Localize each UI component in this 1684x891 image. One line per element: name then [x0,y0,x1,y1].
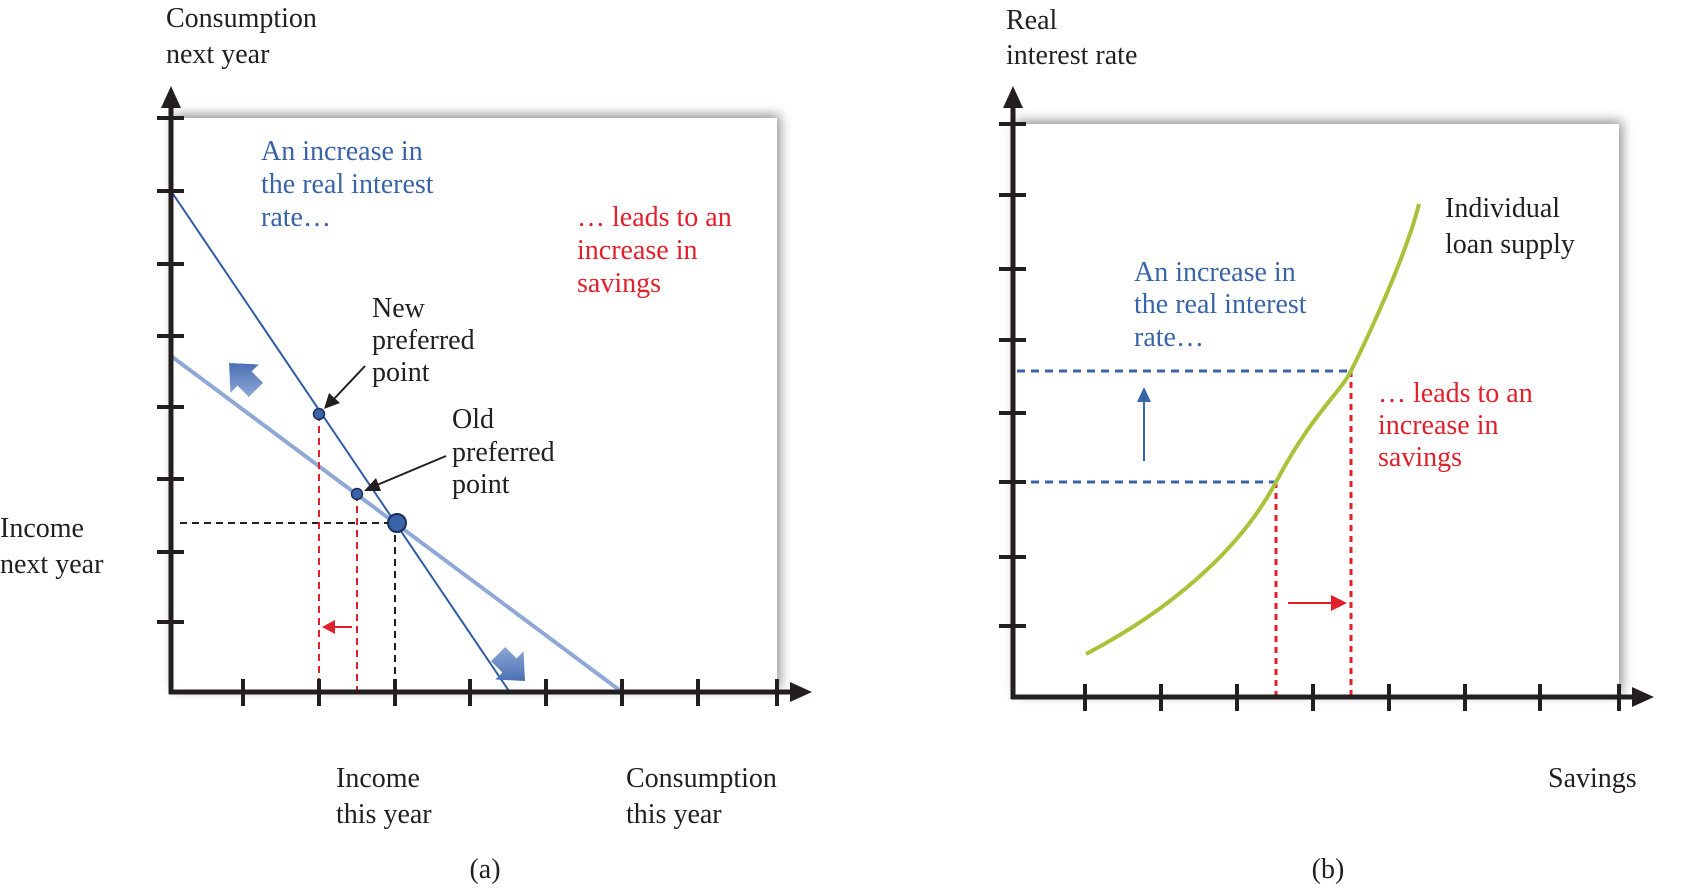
curve-label: Individual loan supply [1445,193,1575,260]
blue-annotation-b: An increase in the real interest rate… [1134,257,1307,353]
loan-supply-curve [1085,203,1421,656]
old-point-pointer [364,455,447,491]
y-axis-label-a: Consumption next year [166,3,317,70]
old-preferred-point [350,487,364,501]
caption-a: (a) [469,854,500,885]
y-axis-arrow-a [161,86,181,108]
new-point-label: New preferred point [372,293,475,388]
panel-a: Consumption next year Income next year Inc… [0,3,812,885]
rotate-down-arrow-icon [491,647,525,681]
x-ticks-b [1083,684,1621,711]
y-ticks-a [157,116,184,624]
rate-increase-arrow [1137,387,1151,461]
rotate-up-arrow-icon [229,363,263,397]
red-annotation-a: … leads to an increase in savings [577,202,732,299]
x-axis-arrow-b [1632,687,1654,707]
x-ticks-a [241,679,779,706]
x-axis-arrow-a [790,682,812,702]
panel-b: Real interest rate Individual loan supply … [999,5,1654,885]
old-point-label: Old preferred point [452,404,555,500]
blue-annotation-a: An increase in the real interest rate… [261,136,434,233]
income-this-year-label: Income this year [336,763,432,830]
new-point-pointer [324,365,366,409]
endowment-point [387,513,407,533]
x-axis-label-b: Savings [1548,763,1637,794]
income-next-year-label: Income next year [0,513,104,580]
plot-area-b [1013,124,1619,697]
y-axis-label-b: Real interest rate [1006,5,1137,71]
plot-area-a [171,118,777,692]
new-budget-line [170,190,510,692]
savings-shift-arrow-a [322,620,352,634]
y-axis-arrow-b [1003,86,1023,108]
new-preferred-point [312,407,326,421]
y-ticks-b [999,122,1026,628]
red-annotation-b: … leads to an increase in savings [1378,378,1533,473]
x-axis-label-a: Consumption this year [626,763,777,830]
caption-b: (b) [1312,854,1345,885]
savings-increase-arrow [1288,595,1347,611]
